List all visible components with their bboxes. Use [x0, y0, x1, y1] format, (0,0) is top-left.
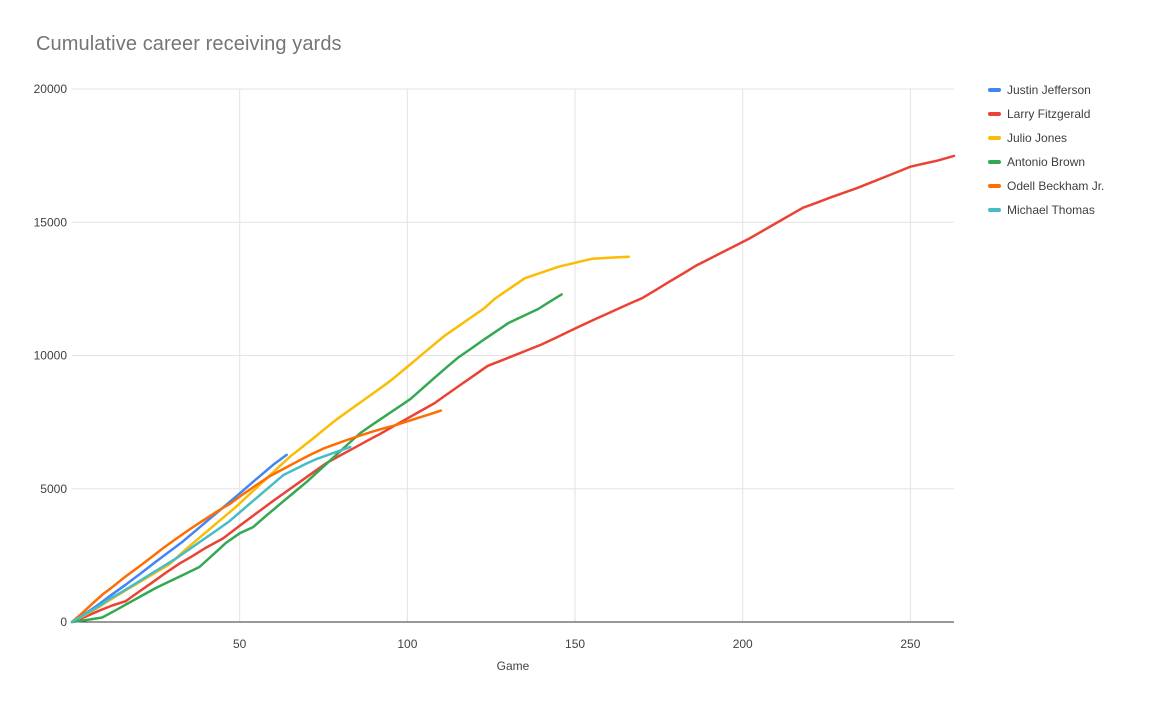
x-axis-tick-label: 150: [565, 637, 585, 651]
x-axis-tick-label: 100: [397, 637, 417, 651]
legend-item-larry-fitzgerald[interactable]: Larry Fitzgerald: [988, 102, 1104, 126]
series-line-julio-jones: [70, 255, 630, 624]
legend-item-michael-thomas[interactable]: Michael Thomas: [988, 198, 1104, 222]
legend-swatch-icon: [988, 184, 1001, 188]
y-axis-tick-label: 10000: [34, 349, 68, 363]
legend-swatch-icon: [988, 136, 1001, 140]
legend: Justin Jefferson Larry Fitzgerald Julio Jo…: [988, 78, 1104, 222]
x-axis-tick-label: 250: [900, 637, 920, 651]
legend-label: Larry Fitzgerald: [1007, 107, 1091, 121]
y-axis-tick-label: 5000: [40, 482, 67, 496]
x-axis-tick-label: 50: [233, 637, 247, 651]
legend-label: Michael Thomas: [1007, 203, 1095, 217]
legend-swatch-icon: [988, 160, 1001, 164]
legend-swatch-icon: [988, 112, 1001, 116]
series-line-michael-thomas: [70, 445, 352, 624]
legend-item-antonio-brown[interactable]: Antonio Brown: [988, 150, 1104, 174]
legend-label: Antonio Brown: [1007, 155, 1086, 169]
x-axis-tick-label: 200: [733, 637, 753, 651]
legend-swatch-icon: [988, 208, 1001, 212]
series-line-odell-beckham-jr: [70, 409, 443, 624]
series-line-larry-fitzgerald: [70, 154, 956, 624]
x-axis-title: Game: [496, 659, 530, 673]
legend-label: Justin Jefferson: [1007, 83, 1091, 97]
legend-item-julio-jones[interactable]: Julio Jones: [988, 126, 1104, 150]
legend-swatch-icon: [988, 88, 1001, 92]
legend-label: Julio Jones: [1007, 131, 1068, 145]
legend-item-odell-beckham-jr[interactable]: Odell Beckham Jr.: [988, 174, 1104, 198]
y-axis-tick-label: 15000: [34, 215, 68, 229]
chart-title: Cumulative career receiving yards: [36, 33, 342, 55]
legend-item-justin-jefferson[interactable]: Justin Jefferson: [988, 78, 1104, 102]
y-axis-tick-label: 0: [60, 615, 67, 629]
series-line-justin-jefferson: [70, 453, 288, 624]
series-line-antonio-brown: [70, 293, 563, 624]
y-axis-tick-label: 20000: [34, 82, 68, 96]
legend-label: Odell Beckham Jr.: [1007, 179, 1105, 193]
